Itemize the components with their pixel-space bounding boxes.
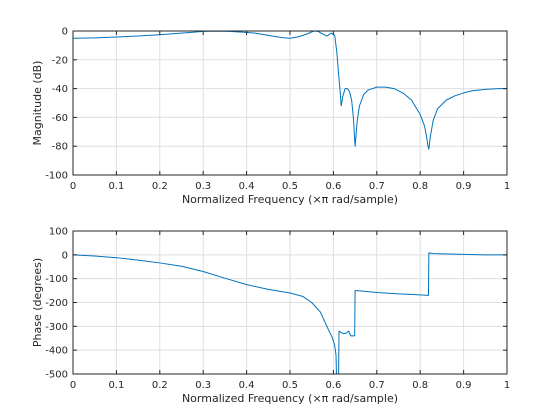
magnitude-y-tick-label-5: 0 [62,27,68,38]
phase-plot: 0 0.1 0.2 0.3 0.4 0.5 0.6 0.7 0.8 0.9 1 -500 -400 -30… [31,227,510,406]
phase-y-tick-label-5: 0 [62,250,68,261]
magnitude-y-tick-label-1: -80 [52,142,68,153]
phase-x-tick-label-7: 0.7 [369,380,385,391]
phase-y-tick-label-6: 100 [49,227,68,238]
phase-y-tick-label-0: -500 [45,370,68,381]
magnitude-x-tick-label-4: 0.4 [239,181,255,192]
phase-x-tick-label-5: 0.5 [282,380,298,391]
magnitude-x-tick-label-2: 0.2 [152,181,168,192]
phase-y-axis-label: Phase (degrees) [31,258,44,347]
magnitude-y-tick-label-4: -20 [52,55,68,66]
phase-x-tick-label-6: 0.6 [325,380,341,391]
phase-x-tick-label-9: 0.9 [456,380,472,391]
magnitude-y-tick-label-3: -40 [52,84,68,95]
magnitude-y-tick-label-2: -60 [52,113,68,124]
magnitude-x-tick-label-9: 0.9 [456,181,472,192]
magnitude-x-tick-label-6: 0.6 [325,181,341,192]
magnitude-x-tick-label-7: 0.7 [369,181,385,192]
magnitude-x-tick-label-10: 1 [504,181,510,192]
phase-x-tick-label-8: 0.8 [412,380,428,391]
magnitude-series-line-0 [73,31,507,150]
phase-x-tick-label-10: 1 [504,380,510,391]
phase-x-tick-label-3: 0.3 [195,380,211,391]
phase-x-tick-label-4: 0.4 [239,380,255,391]
phase-y-tick-label-2: -300 [45,322,68,333]
magnitude-x-tick-label-0: 0 [70,181,76,192]
phase-y-tick-label-1: -400 [45,346,68,357]
phase-x-tick-label-1: 0.1 [108,380,124,391]
magnitude-x-tick-label-8: 0.8 [412,181,428,192]
magnitude-x-tick-label-3: 0.3 [195,181,211,192]
phase-x-tick-label-0: 0 [70,380,76,391]
phase-x-axis-label: Normalized Frequency (×π rad/sample) [182,392,398,405]
magnitude-x-tick-label-1: 0.1 [108,181,124,192]
phase-y-tick-label-4: -100 [45,274,68,285]
phase-series-line-0 [73,252,507,374]
magnitude-y-tick-label-0: -100 [45,171,68,182]
phase-x-tick-label-2: 0.2 [152,380,168,391]
magnitude-x-axis-label: Normalized Frequency (×π rad/sample) [182,193,398,206]
magnitude-plot: 0 0.1 0.2 0.3 0.4 0.5 0.6 0.7 0.8 0.9 1 -100 -80 -60 -… [31,27,510,207]
magnitude-x-tick-label-5: 0.5 [282,181,298,192]
phase-y-tick-label-3: -200 [45,298,68,309]
magnitude-y-axis-label: Magnitude (dB) [31,61,44,146]
